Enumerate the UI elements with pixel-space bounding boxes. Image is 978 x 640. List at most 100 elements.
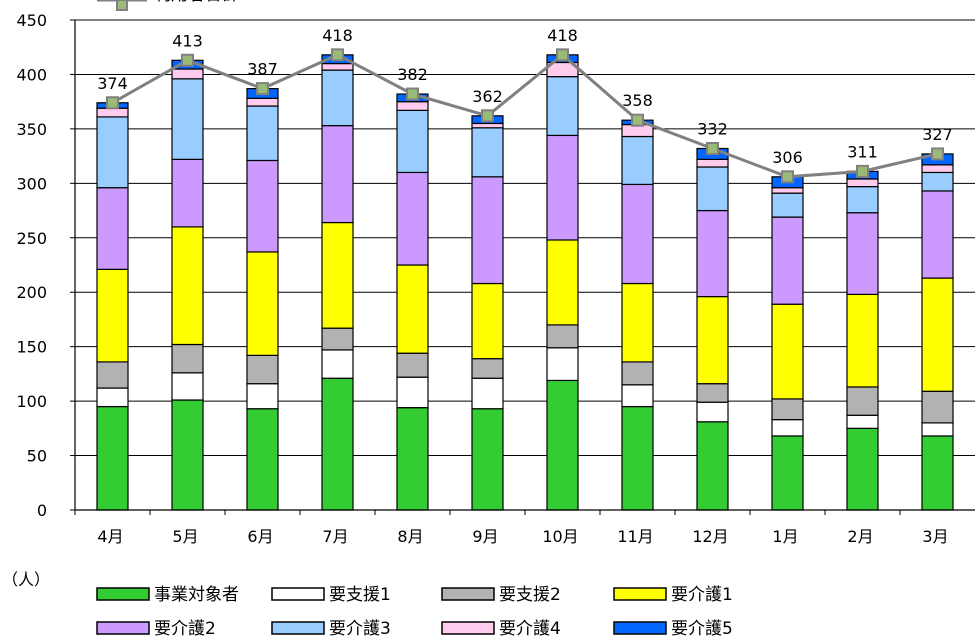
legend-item: 要支援1 bbox=[271, 585, 391, 605]
bar-segment bbox=[846, 186, 879, 214]
bar-segment bbox=[96, 116, 129, 189]
bar-segment bbox=[171, 343, 204, 374]
y-unit-label: （人） bbox=[2, 570, 50, 589]
bar-segment bbox=[546, 239, 579, 326]
bar-segment bbox=[96, 268, 129, 363]
legend-marker-swatch bbox=[116, 0, 128, 11]
bar-stack bbox=[621, 119, 654, 511]
bar-segment bbox=[171, 68, 204, 80]
total-data-label: 358 bbox=[622, 91, 653, 110]
legend-label: 要支援2 bbox=[499, 585, 561, 605]
bar-stack bbox=[771, 176, 804, 511]
bar-segment bbox=[846, 293, 879, 388]
bar-segment bbox=[471, 377, 504, 410]
legend-swatch bbox=[613, 587, 667, 601]
bar-segment bbox=[246, 383, 279, 410]
x-axis-ticks: 4月 5月 6月 7月 8月 9月 10月 11月 12月 1月 2月 3月 bbox=[74, 510, 949, 546]
total-data-label: 418 bbox=[322, 26, 353, 45]
legend-label: 要介護3 bbox=[329, 619, 391, 639]
bar-segment bbox=[96, 187, 129, 270]
bar-segment bbox=[846, 212, 879, 296]
legend-item: 要介護4 bbox=[441, 619, 561, 639]
y-tick-label: 450 bbox=[16, 11, 47, 30]
legend-item: 要介護5 bbox=[613, 619, 733, 639]
legend-swatch bbox=[441, 621, 495, 635]
legend-item: 利用者合計 bbox=[97, 0, 239, 11]
bar-stacks bbox=[96, 54, 954, 511]
bar-segment bbox=[696, 166, 729, 212]
y-tick-label: 400 bbox=[16, 65, 47, 84]
x-tick-label: 7月 bbox=[322, 527, 348, 546]
legend-label: 事業対象者 bbox=[154, 585, 239, 605]
bar-segment bbox=[771, 398, 804, 421]
bar-segment bbox=[321, 221, 354, 329]
bar-segment bbox=[621, 405, 654, 511]
total-marker bbox=[406, 87, 419, 101]
bar-segment bbox=[246, 251, 279, 356]
y-tick-label: 200 bbox=[16, 283, 47, 302]
bar-segment bbox=[246, 159, 279, 253]
legend-swatch bbox=[96, 587, 150, 601]
total-marker bbox=[556, 48, 569, 62]
bar-segment bbox=[921, 390, 954, 424]
total-data-label: 382 bbox=[397, 65, 428, 84]
bar-segment bbox=[921, 422, 954, 437]
legend: 事業対象者 要支援1 要支援2 要介護1 要介護2 要介護3 要介護4 要介護5 利用者合計 bbox=[96, 0, 733, 639]
bar-segment bbox=[696, 421, 729, 511]
bar-segment bbox=[546, 324, 579, 349]
total-data-label: 362 bbox=[472, 87, 503, 106]
total-data-label: 418 bbox=[547, 26, 578, 45]
legend-swatch bbox=[441, 587, 495, 601]
total-marker bbox=[106, 96, 119, 110]
bar-segment bbox=[846, 414, 879, 429]
bar-segment bbox=[471, 122, 504, 129]
bar-segment bbox=[396, 264, 429, 354]
bar-segment bbox=[246, 97, 279, 107]
bar-segment bbox=[846, 178, 879, 188]
total-data-label: 327 bbox=[922, 125, 953, 144]
total-marker bbox=[706, 141, 719, 155]
legend-label: 要介護5 bbox=[671, 619, 733, 639]
bar-segment bbox=[621, 384, 654, 408]
bar-segment bbox=[771, 303, 804, 400]
bar-segment bbox=[321, 349, 354, 379]
total-data-label: 311 bbox=[847, 142, 878, 161]
legend-label: 利用者合計 bbox=[154, 0, 239, 5]
bar-segment bbox=[321, 62, 354, 71]
bar-segment bbox=[921, 171, 954, 192]
bar-segment bbox=[171, 226, 204, 346]
y-tick-label: 250 bbox=[16, 229, 47, 248]
total-marker bbox=[781, 170, 794, 184]
total-data-label: 387 bbox=[247, 60, 278, 79]
bar-segment bbox=[96, 387, 129, 408]
y-tick-label: 50 bbox=[27, 447, 47, 466]
total-data-label: 413 bbox=[172, 31, 203, 50]
x-tick-label: 11月 bbox=[617, 527, 653, 546]
bar-segment bbox=[321, 69, 354, 127]
bar-segment bbox=[246, 408, 279, 511]
y-tick-label: 150 bbox=[16, 338, 47, 357]
bar-segment bbox=[696, 401, 729, 423]
bar-stack bbox=[921, 153, 954, 511]
bar-segment bbox=[546, 347, 579, 382]
y-tick-label: 100 bbox=[16, 392, 47, 411]
y-tick-label: 300 bbox=[16, 174, 47, 193]
total-marker bbox=[931, 147, 944, 161]
bar-segment bbox=[396, 407, 429, 511]
bar-segment bbox=[621, 135, 654, 186]
bar-stack bbox=[696, 147, 729, 511]
bar-segment bbox=[321, 125, 354, 224]
bar-stack bbox=[171, 59, 204, 511]
legend-item: 要介護2 bbox=[96, 619, 216, 639]
x-tick-label: 9月 bbox=[472, 527, 498, 546]
total-marker bbox=[331, 48, 344, 62]
bar-segment bbox=[321, 377, 354, 511]
bar-segment bbox=[696, 209, 729, 298]
total-line-series bbox=[106, 48, 944, 184]
bar-segment bbox=[696, 158, 729, 168]
bar-segment bbox=[96, 107, 129, 118]
bar-segment bbox=[921, 190, 954, 279]
bar-segment bbox=[396, 376, 429, 409]
legend-swatch bbox=[271, 621, 325, 635]
y-tick-label: 0 bbox=[37, 501, 47, 520]
